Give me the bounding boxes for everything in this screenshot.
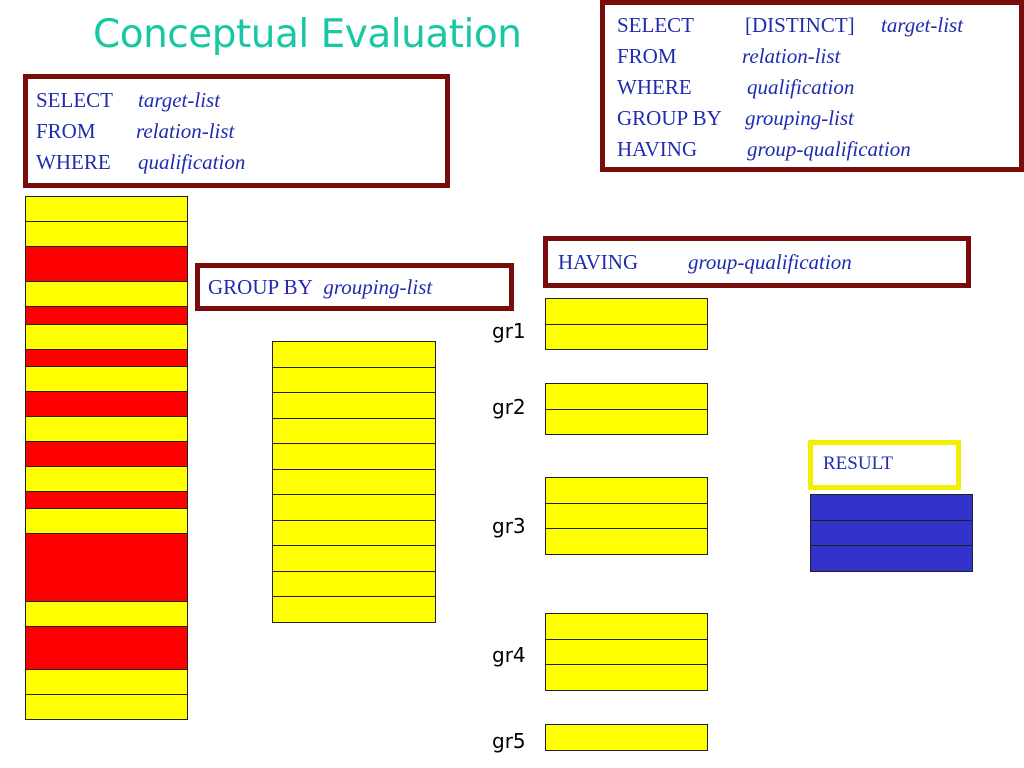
group-row bbox=[545, 639, 708, 665]
from-keyword: FROM bbox=[617, 44, 677, 68]
group-row bbox=[545, 503, 708, 529]
input-row bbox=[25, 627, 188, 670]
group-label-gr2: gr2 bbox=[492, 395, 526, 419]
input-row bbox=[25, 442, 188, 467]
input-row bbox=[25, 417, 188, 442]
input-row bbox=[25, 222, 188, 247]
input-row bbox=[25, 509, 188, 534]
group-row bbox=[545, 299, 708, 325]
qualified-row bbox=[272, 546, 436, 572]
group-rows-gr5 bbox=[545, 724, 708, 751]
result-label: RESULT bbox=[823, 453, 894, 474]
input-row bbox=[25, 602, 188, 627]
distinct-keyword: [DISTINCT] bbox=[745, 13, 855, 37]
having-line: HAVING group-qualification bbox=[558, 247, 966, 278]
where-keyword: WHERE bbox=[617, 75, 692, 99]
input-row bbox=[25, 467, 188, 492]
result-row bbox=[810, 495, 973, 521]
basic-select-keyword: SELECT bbox=[36, 88, 113, 112]
input-row bbox=[25, 282, 188, 307]
where-clause: WHERE qualification bbox=[617, 72, 1019, 103]
qualified-row bbox=[272, 418, 436, 444]
result-row bbox=[810, 546, 973, 572]
full-query-box: SELECT [DISTINCT] target-list FROM relation… bbox=[600, 0, 1024, 172]
basic-qualification-text: qualification bbox=[138, 150, 246, 174]
input-row bbox=[25, 367, 188, 392]
qualified-row bbox=[272, 571, 436, 597]
basic-from-clause: FROM relation-list bbox=[36, 116, 445, 147]
result-row bbox=[810, 520, 973, 546]
basic-where-keyword: WHERE bbox=[36, 150, 111, 174]
group-label-gr5: gr5 bbox=[492, 729, 526, 753]
input-row bbox=[25, 307, 188, 325]
input-row bbox=[25, 247, 188, 282]
qualified-row bbox=[272, 393, 436, 419]
group-row bbox=[545, 665, 708, 691]
result-rows bbox=[810, 494, 973, 572]
qualified-row bbox=[272, 597, 436, 623]
group-row bbox=[545, 324, 708, 350]
group-row bbox=[545, 409, 708, 435]
relation-list-text: relation-list bbox=[742, 44, 841, 68]
qualified-rows bbox=[272, 341, 436, 623]
input-row bbox=[25, 534, 188, 602]
qualified-row bbox=[272, 495, 436, 521]
having-box-keyword: HAVING bbox=[558, 250, 639, 274]
qualified-row bbox=[272, 469, 436, 495]
groupby-box-value: grouping-list bbox=[323, 275, 433, 299]
basic-where-clause: WHERE qualification bbox=[36, 147, 445, 178]
groupby-box: GROUP BY grouping-list bbox=[195, 263, 514, 311]
basic-relation-list-text: relation-list bbox=[136, 119, 235, 143]
result-label-box: RESULT bbox=[808, 440, 961, 490]
qualification-text: qualification bbox=[747, 75, 855, 99]
qualified-row bbox=[272, 342, 436, 368]
groupby-clause: GROUP BY grouping-list bbox=[617, 103, 1019, 134]
from-clause: FROM relation-list bbox=[617, 41, 1019, 72]
group-row bbox=[545, 478, 708, 504]
target-list-text: target-list bbox=[881, 13, 964, 37]
groupby-box-keyword: GROUP BY bbox=[208, 275, 313, 299]
group-rows-gr4 bbox=[545, 613, 708, 691]
group-row bbox=[545, 529, 708, 555]
having-box: HAVING group-qualification bbox=[543, 236, 971, 288]
qualified-row bbox=[272, 367, 436, 393]
groupby-keyword: GROUP BY bbox=[617, 106, 722, 130]
qualified-row bbox=[272, 520, 436, 546]
group-label-gr4: gr4 bbox=[492, 643, 526, 667]
basic-query-box: SELECT target-list FROM relation-list WHER… bbox=[23, 74, 450, 188]
input-row bbox=[25, 350, 188, 367]
basic-target-list-text: target-list bbox=[138, 88, 221, 112]
grouping-list-text: grouping-list bbox=[745, 106, 854, 130]
page-title: Conceptual Evaluation bbox=[93, 12, 522, 57]
group-rows-gr1 bbox=[545, 298, 708, 350]
group-qualification-text: group-qualification bbox=[747, 137, 911, 161]
input-relation-rows bbox=[25, 196, 188, 720]
having-box-value: group-qualification bbox=[688, 250, 852, 274]
input-row bbox=[25, 695, 188, 720]
input-row bbox=[25, 492, 188, 509]
input-row bbox=[25, 670, 188, 695]
group-row bbox=[545, 725, 708, 751]
group-label-gr3: gr3 bbox=[492, 514, 526, 538]
input-row bbox=[25, 392, 188, 417]
groupby-line: GROUP BY grouping-list bbox=[208, 272, 509, 303]
basic-from-keyword: FROM bbox=[36, 119, 96, 143]
having-clause: HAVING group-qualification bbox=[617, 134, 1019, 165]
select-clause: SELECT [DISTINCT] target-list bbox=[617, 10, 1019, 41]
group-row bbox=[545, 614, 708, 640]
having-keyword: HAVING bbox=[617, 137, 698, 161]
basic-select-clause: SELECT target-list bbox=[36, 85, 445, 116]
group-rows-gr3 bbox=[545, 477, 708, 555]
select-keyword: SELECT bbox=[617, 13, 694, 37]
input-row bbox=[25, 197, 188, 222]
group-label-gr1: gr1 bbox=[492, 319, 526, 343]
group-rows-gr2 bbox=[545, 383, 708, 435]
qualified-row bbox=[272, 444, 436, 470]
input-row bbox=[25, 325, 188, 350]
group-row bbox=[545, 384, 708, 410]
